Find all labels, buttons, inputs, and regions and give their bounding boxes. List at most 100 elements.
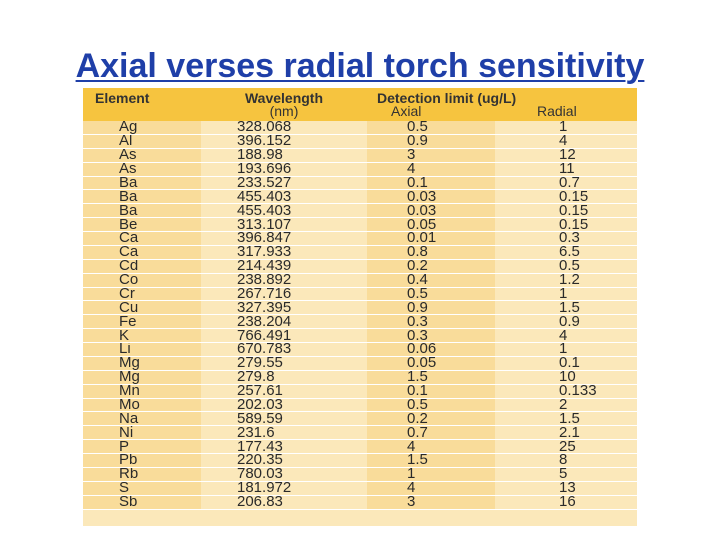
radial-limit-cell: 13 [495,481,638,496]
wavelength-cell: 214.439 [201,259,367,274]
axial-limit-cell: 0.5 [367,121,495,135]
element-cell: Ba [83,189,201,205]
table-row: P 177.43 4 25 [83,439,638,454]
wavelength-cell: 238.892 [201,273,367,288]
table-row: Mg 279.55 0.05 0.1 [83,356,638,371]
table-row: As 193.696 4 11 [83,162,638,177]
element-cell: Ca [83,245,201,260]
table-row: Cu 327.395 0.9 1.5 [83,300,638,316]
element-cell: Al [83,134,201,149]
table-row: Fe 238.204 0.3 0.9 [83,314,638,330]
axial-limit-cell: 0.05 [367,217,495,232]
axial-limit-cell: 3 [367,495,495,510]
wavelength-cell: 455.403 [201,203,367,219]
table-row: Be 313.107 0.05 0.15 [83,217,638,232]
wavelength-cell: 327.395 [201,300,367,316]
table-row: S 181.972 4 13 [83,481,638,496]
radial-limit-cell: 0.7 [495,176,638,191]
axial-limit-cell: 0.06 [367,342,495,357]
radial-limit-cell: 8 [495,453,638,468]
axial-limit-cell: 0.05 [367,356,495,371]
axial-limit-cell: 0.5 [367,398,495,413]
element-cell: Mn [83,384,201,399]
radial-limit-cell: 25 [495,439,638,454]
wavelength-cell: 670.783 [201,342,367,357]
wavelength-cell: 589.59 [201,411,367,427]
element-cell: Li [83,342,201,357]
table-row: Ba 455.403 0.03 0.15 [83,203,638,219]
axial-limit-cell: 0.01 [367,231,495,246]
axial-limit-cell: 1.5 [367,370,495,385]
axial-limit-cell: 0.2 [367,259,495,274]
radial-limit-cell: 4 [495,134,638,149]
header-detection-limit-label: Detection limit (ug/L) [377,90,517,106]
radial-limit-cell: 0.15 [495,189,638,205]
wavelength-cell: 231.6 [201,425,367,441]
axial-limit-cell: 4 [367,481,495,496]
radial-limit-cell: 0.3 [495,231,638,246]
table-row: Co 238.892 0.4 1.2 [83,273,638,288]
element-cell: As [83,162,201,177]
element-cell: Be [83,217,201,232]
element-cell: As [83,148,201,163]
element-cell: K [83,328,201,343]
element-cell: Sb [83,495,201,510]
axial-limit-cell: 0.7 [367,425,495,441]
wavelength-cell: 238.204 [201,314,367,330]
radial-limit-cell: 2.1 [495,425,638,441]
axial-limit-cell: 0.5 [367,287,495,302]
header-subcolumns: Axial Radial [377,103,637,119]
element-cell: Mg [83,370,201,385]
wavelength-cell: 396.847 [201,231,367,246]
wavelength-cell: 279.55 [201,356,367,371]
element-cell: Cd [83,259,201,274]
radial-limit-cell: 0.15 [495,203,638,219]
element-cell: Fe [83,314,201,330]
radial-limit-cell: 1 [495,342,638,357]
axial-limit-cell: 0.9 [367,300,495,316]
element-cell: Ba [83,203,201,219]
table-row: Ca 317.933 0.8 6.5 [83,245,638,260]
element-cell: Na [83,411,201,427]
element-cell: Ba [83,176,201,191]
table-row: Na 589.59 0.2 1.5 [83,411,638,427]
element-cell: Pb [83,453,201,468]
axial-limit-cell: 0.1 [367,176,495,191]
wavelength-cell: 206.83 [201,495,367,510]
element-cell: Co [83,273,201,288]
slide-title: Axial verses radial torch sensitivity [75,47,645,85]
axial-limit-cell: 0.9 [367,134,495,149]
table-row: Mg 279.8 1.5 10 [83,370,638,385]
header-axial: Axial [391,103,422,119]
wavelength-cell: 766.491 [201,328,367,343]
radial-limit-cell: 1 [495,121,638,135]
data-table: Element Wavelength (nm) Detection limit … [83,88,638,510]
wavelength-cell: 317.933 [201,245,367,260]
element-cell: Cr [83,287,201,302]
header-element-label: Element [95,90,150,106]
wavelength-cell: 177.43 [201,439,367,454]
wavelength-cell: 193.696 [201,162,367,177]
element-cell: P [83,439,201,454]
element-cell: Cu [83,300,201,316]
table-row: Mo 202.03 0.5 2 [83,398,638,413]
element-cell: Ag [83,121,201,135]
detection-limit-table: Element Wavelength (nm) Detection limit … [83,88,638,526]
wavelength-cell: 188.98 [201,148,367,163]
wavelength-cell: 455.403 [201,189,367,205]
header-detection-limit: Detection limit (ug/L) Axial Radial [367,88,638,121]
radial-limit-cell: 1.5 [495,411,638,427]
radial-limit-cell: 11 [495,162,638,177]
table-row: Cd 214.439 0.2 0.5 [83,259,638,274]
table-row: Ba 455.403 0.03 0.15 [83,189,638,205]
wavelength-cell: 267.716 [201,287,367,302]
element-cell: S [83,481,201,496]
table-row: Ni 231.6 0.7 2.1 [83,425,638,441]
axial-limit-cell: 0.3 [367,314,495,330]
axial-limit-cell: 0.4 [367,273,495,288]
radial-limit-cell: 12 [495,148,638,163]
header-wavelength-unit: (nm) [269,103,299,119]
wavelength-cell: 181.972 [201,481,367,496]
wavelength-cell: 257.61 [201,384,367,399]
table-row: Pb 220.35 1.5 8 [83,453,638,468]
